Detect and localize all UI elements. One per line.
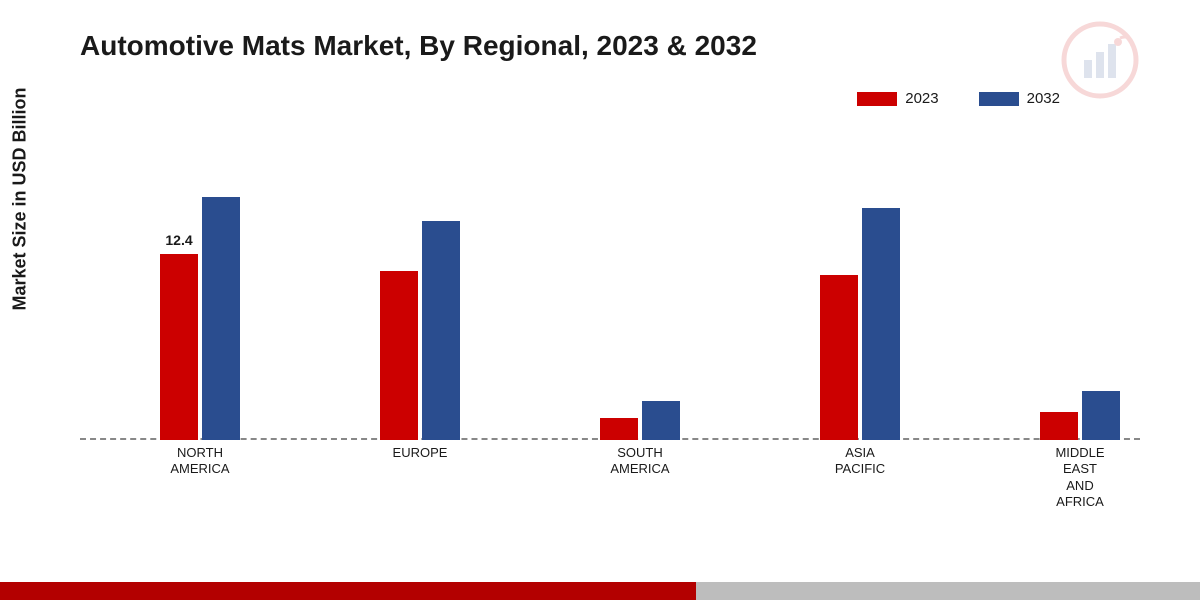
x-category-label: ASIA PACIFIC — [800, 445, 920, 478]
x-category-label: MIDDLE EAST AND AFRICA — [1020, 445, 1140, 510]
legend-swatch-2032 — [979, 92, 1019, 106]
legend-swatch-2023 — [857, 92, 897, 106]
x-category-label: SOUTH AMERICA — [580, 445, 700, 478]
legend-item-2032: 2032 — [979, 90, 1060, 107]
bar-group — [600, 401, 680, 440]
bar — [642, 401, 680, 440]
brand-logo — [1060, 20, 1140, 105]
bar — [862, 208, 900, 441]
bar-group: 12.4 — [160, 197, 240, 440]
footer-gray-segment — [696, 582, 1200, 600]
bar-group — [380, 221, 460, 440]
x-category-label: EUROPE — [360, 445, 480, 461]
legend: 2023 2032 — [857, 90, 1060, 107]
bar — [1082, 391, 1120, 441]
bar — [1040, 412, 1078, 441]
bar-group — [820, 208, 900, 441]
legend-label-2032: 2032 — [1027, 90, 1060, 107]
y-axis-label: Market Size in USD Billion — [10, 87, 31, 310]
bar-group — [1040, 391, 1120, 441]
legend-item-2023: 2023 — [857, 90, 938, 107]
bar: 12.4 — [160, 254, 198, 440]
chart-title: Automotive Mats Market, By Regional, 202… — [80, 30, 757, 62]
footer-red-segment — [0, 582, 696, 600]
chart-plot-area: 12.4 — [80, 140, 1140, 440]
bar — [380, 271, 418, 441]
x-category-label: NORTH AMERICA — [140, 445, 260, 478]
bar — [422, 221, 460, 440]
bar-value-label: 12.4 — [165, 232, 192, 248]
legend-label-2023: 2023 — [905, 90, 938, 107]
chart-container: Automotive Mats Market, By Regional, 202… — [0, 0, 1200, 600]
bar — [600, 418, 638, 441]
bar — [820, 275, 858, 440]
bar — [202, 197, 240, 440]
footer-bar — [0, 582, 1200, 600]
